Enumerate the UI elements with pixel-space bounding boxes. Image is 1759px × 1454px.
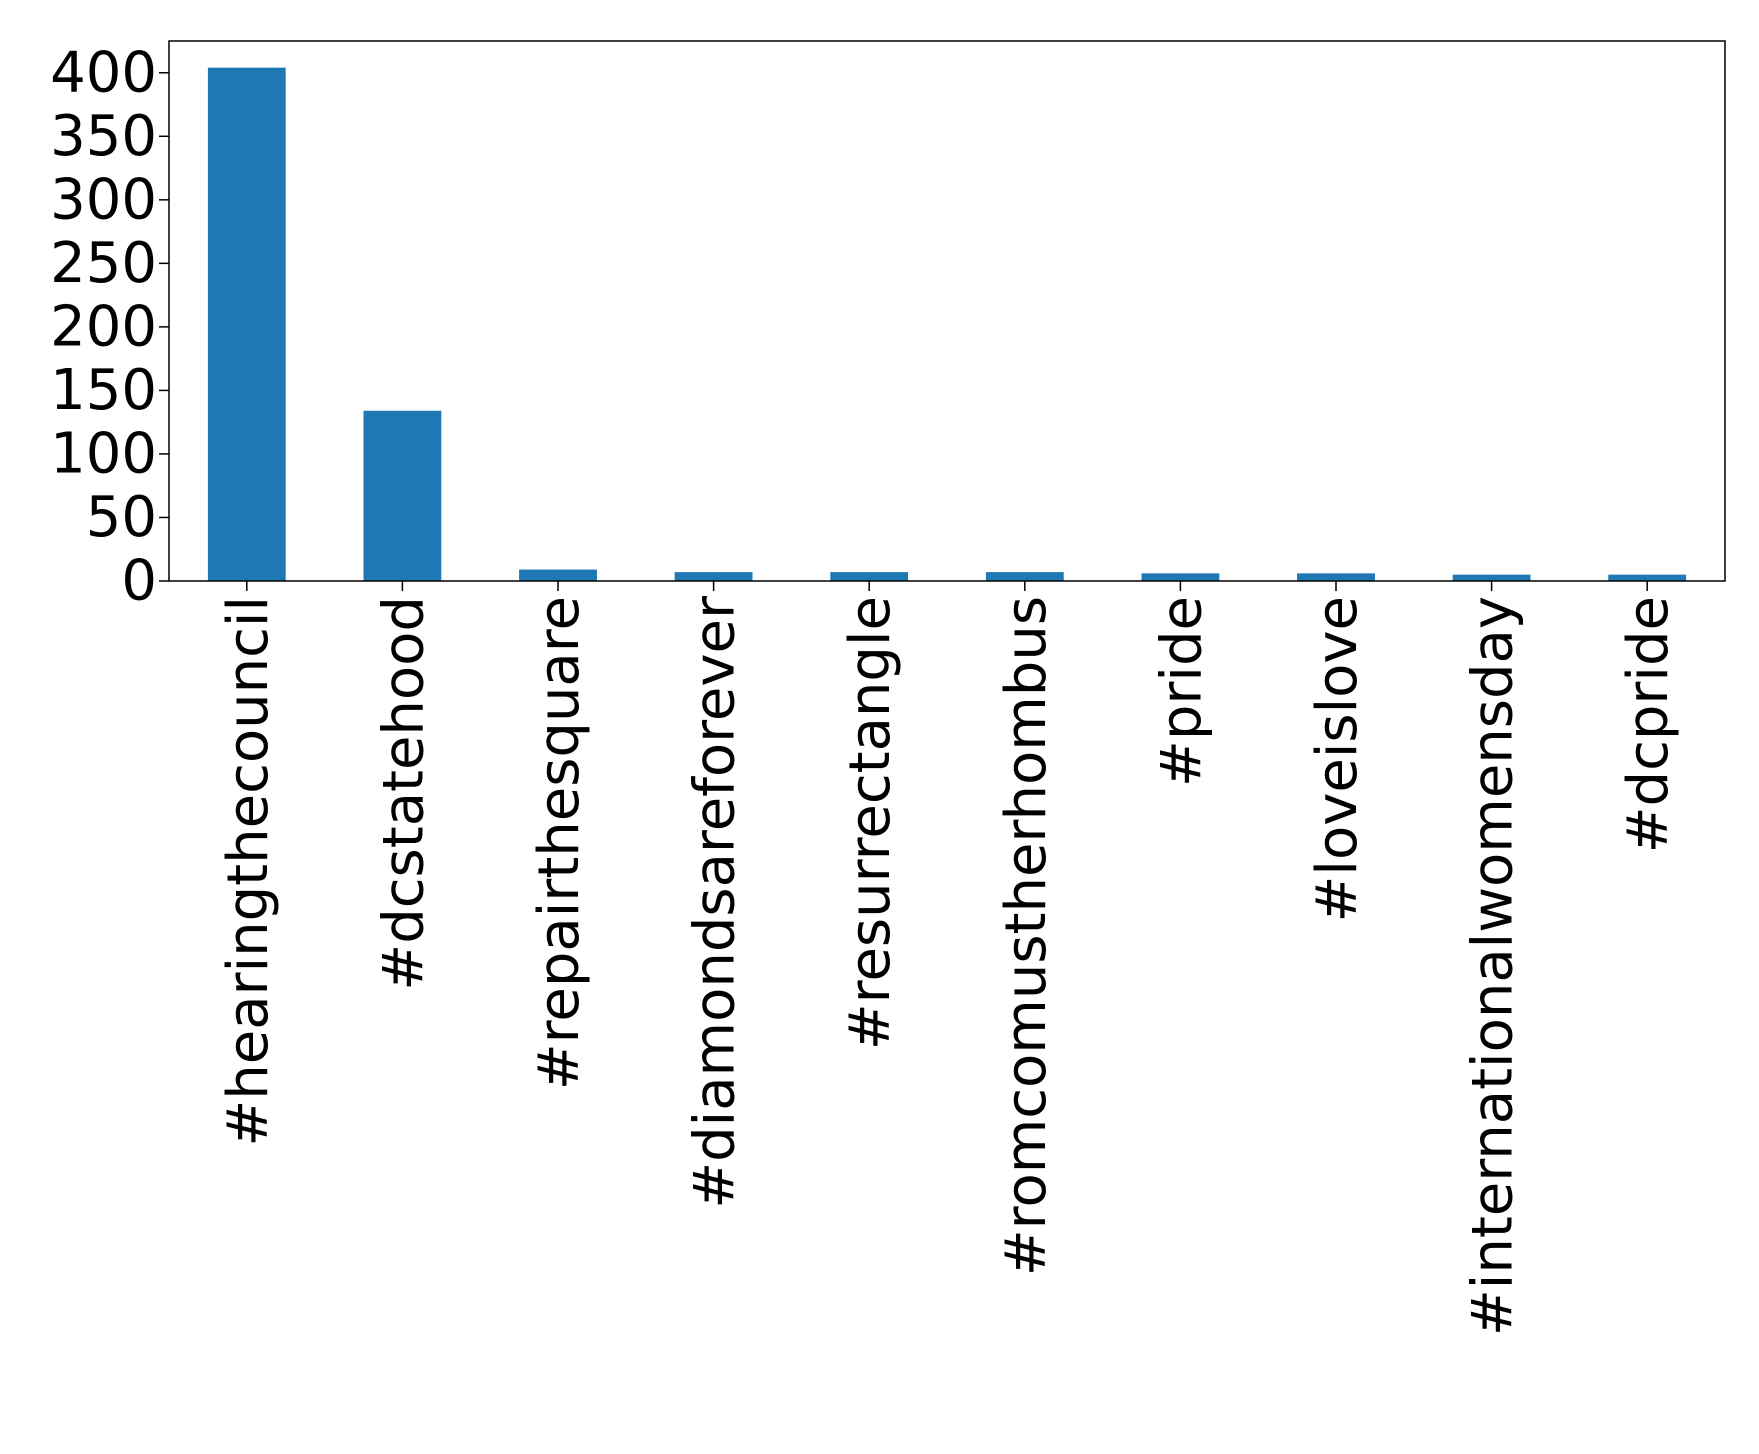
plot-frame [168, 40, 1726, 582]
bar [363, 410, 442, 581]
bar [674, 572, 753, 581]
bars-group [207, 67, 1687, 582]
bar [830, 572, 909, 581]
y-tick-label: 300 [50, 167, 157, 232]
x-tick-label: #internationalwomensday [1461, 596, 1526, 1336]
bar [1452, 574, 1531, 581]
x-tick-label: #loveislove [1305, 596, 1370, 922]
bar [1608, 574, 1687, 581]
x-axis: #hearingthecouncil #dcstatehood #repairthe… [216, 581, 1681, 1336]
y-tick-label: 350 [50, 104, 157, 169]
x-tick-label: #pride [1149, 596, 1214, 787]
x-tick-label: #resurrectangle [838, 596, 903, 1050]
bar [1141, 573, 1220, 581]
x-tick-label: #dcpride [1616, 596, 1681, 853]
y-tick-label: 150 [50, 358, 157, 423]
y-tick-label: 0 [121, 549, 157, 614]
y-tick-label: 200 [50, 294, 157, 359]
bar [207, 67, 286, 582]
x-tick-label: #repairthesquare [527, 596, 592, 1090]
x-tick-label: #romcomustherhombus [994, 596, 1059, 1276]
y-tick-label: 100 [50, 421, 157, 486]
x-tick-label: #diamondsareforever [683, 595, 748, 1209]
bar [985, 572, 1064, 581]
y-tick-label: 400 [50, 40, 157, 105]
bar [1297, 573, 1375, 581]
y-tick-label: 50 [86, 485, 157, 550]
x-tick-label: #dcstatehood [371, 596, 436, 991]
y-tick-label: 250 [50, 231, 157, 296]
bar [519, 569, 597, 581]
x-tick-label: #hearingthecouncil [216, 596, 281, 1147]
